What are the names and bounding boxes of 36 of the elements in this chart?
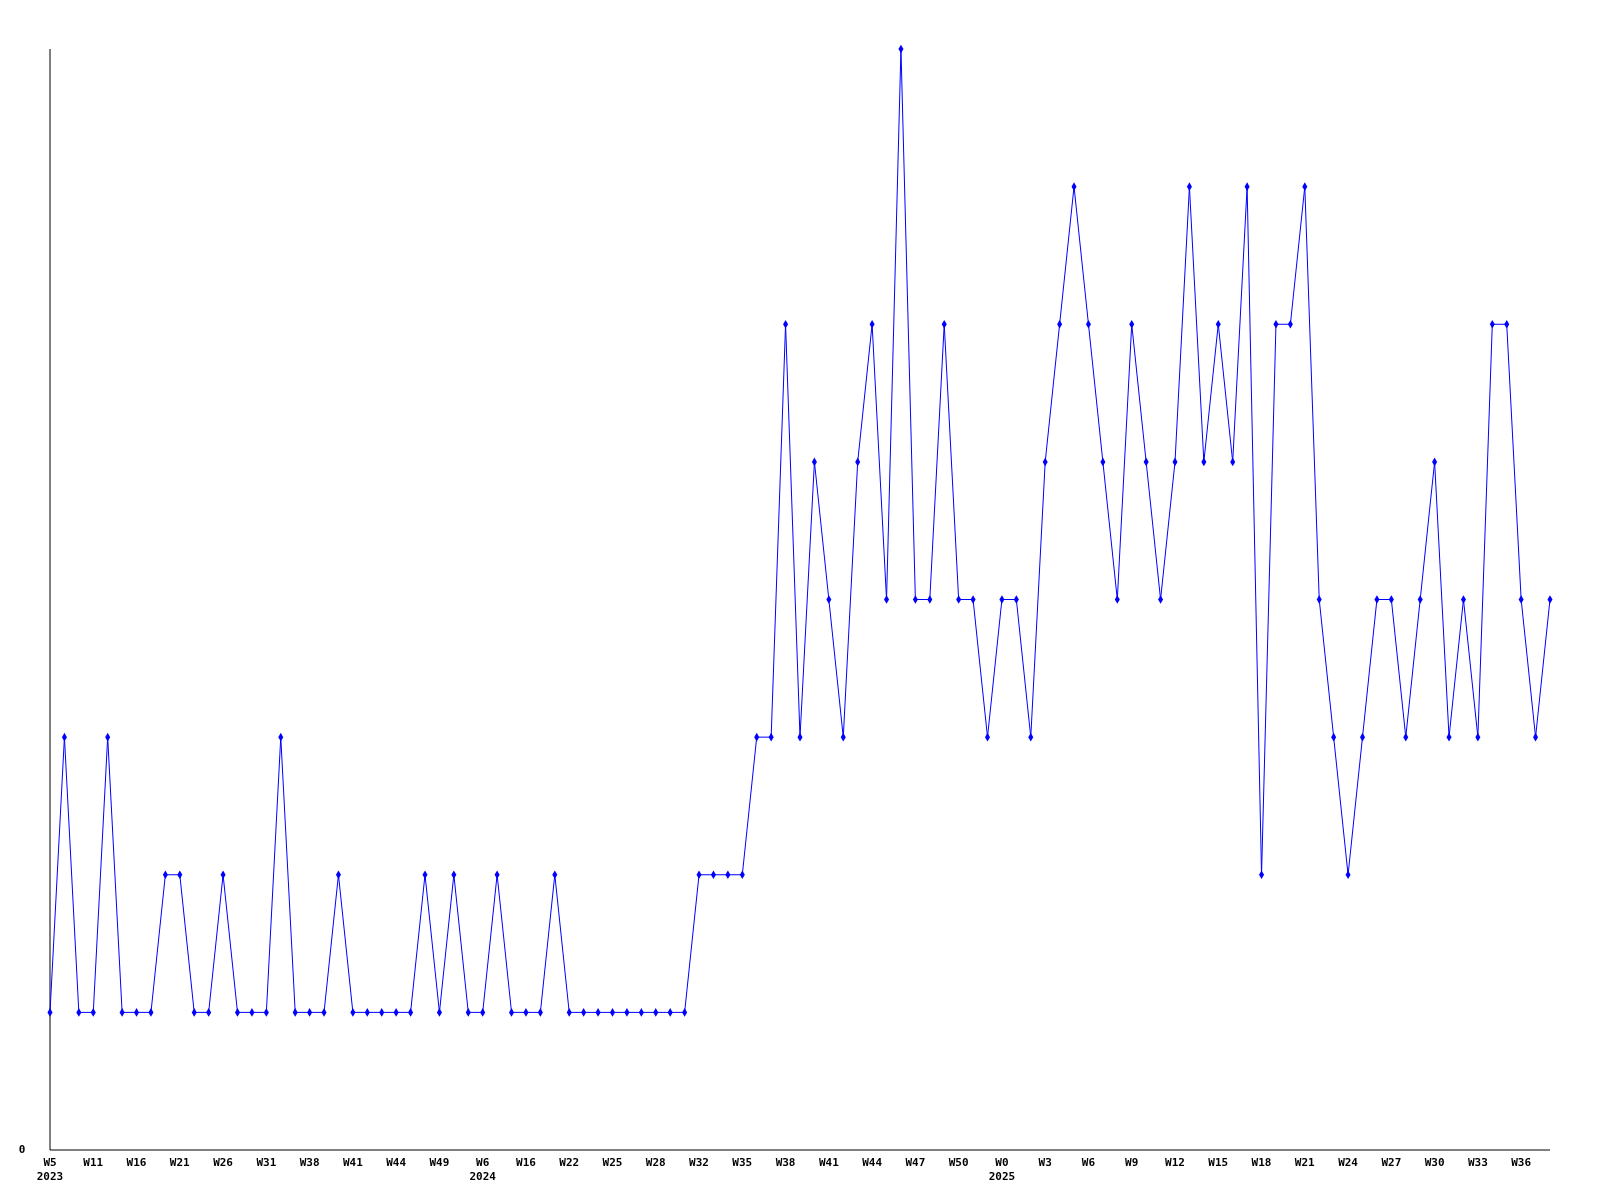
x-tick-label: W6 [1081,1156,1096,1169]
x-tick-label: W41 [342,1156,364,1169]
x-tick-label: W12 [1165,1156,1185,1169]
x-tick-label: W31 [256,1156,277,1169]
x-tick-label: W0 2025 [988,1156,1016,1183]
x-tick-label: W38 [299,1156,320,1169]
x-tick-label: W21 [1294,1156,1316,1169]
x-tick-label: W22 [559,1156,580,1169]
x-tick-label: W44 [862,1156,883,1169]
x-tick-label: W25 [602,1156,623,1169]
x-tick-label: W3 [1038,1156,1052,1169]
x-tick-label: W11 [83,1156,104,1169]
x-tick-label: W35 [732,1156,753,1169]
x-tick-label: W16 [126,1156,147,1169]
x-tick-label: W50 [948,1156,969,1169]
x-tick-label: W6 2024 [469,1156,497,1183]
x-tick-label: W44 [386,1156,407,1169]
x-tick-label: W36 [1511,1156,1532,1169]
x-tick-label: W21 [169,1156,191,1169]
x-tick-label: W24 [1338,1156,1359,1169]
x-tick-label: W41 [818,1156,840,1169]
x-tick-label: W15 [1208,1156,1229,1169]
x-tick-label: W16 [516,1156,537,1169]
x-tick-label: W9 [1125,1156,1139,1169]
x-tick-label: W30 [1424,1156,1445,1169]
text: 0 [18,1143,26,1156]
x-tick-label: W27 [1381,1156,1402,1169]
x-tick-label: W28 [645,1156,666,1169]
x-tick-label: W47 [905,1156,926,1169]
x-tick-label: W49 [429,1156,450,1169]
x-tick-label: W18 [1251,1156,1272,1169]
x-tick-label: W5 2023 [36,1156,64,1183]
x-tick-label: W33 [1467,1156,1488,1169]
x-tick-label: W26 [213,1156,234,1169]
x-tick-label: W38 [775,1156,796,1169]
x-tick-label: W32 [689,1156,709,1169]
